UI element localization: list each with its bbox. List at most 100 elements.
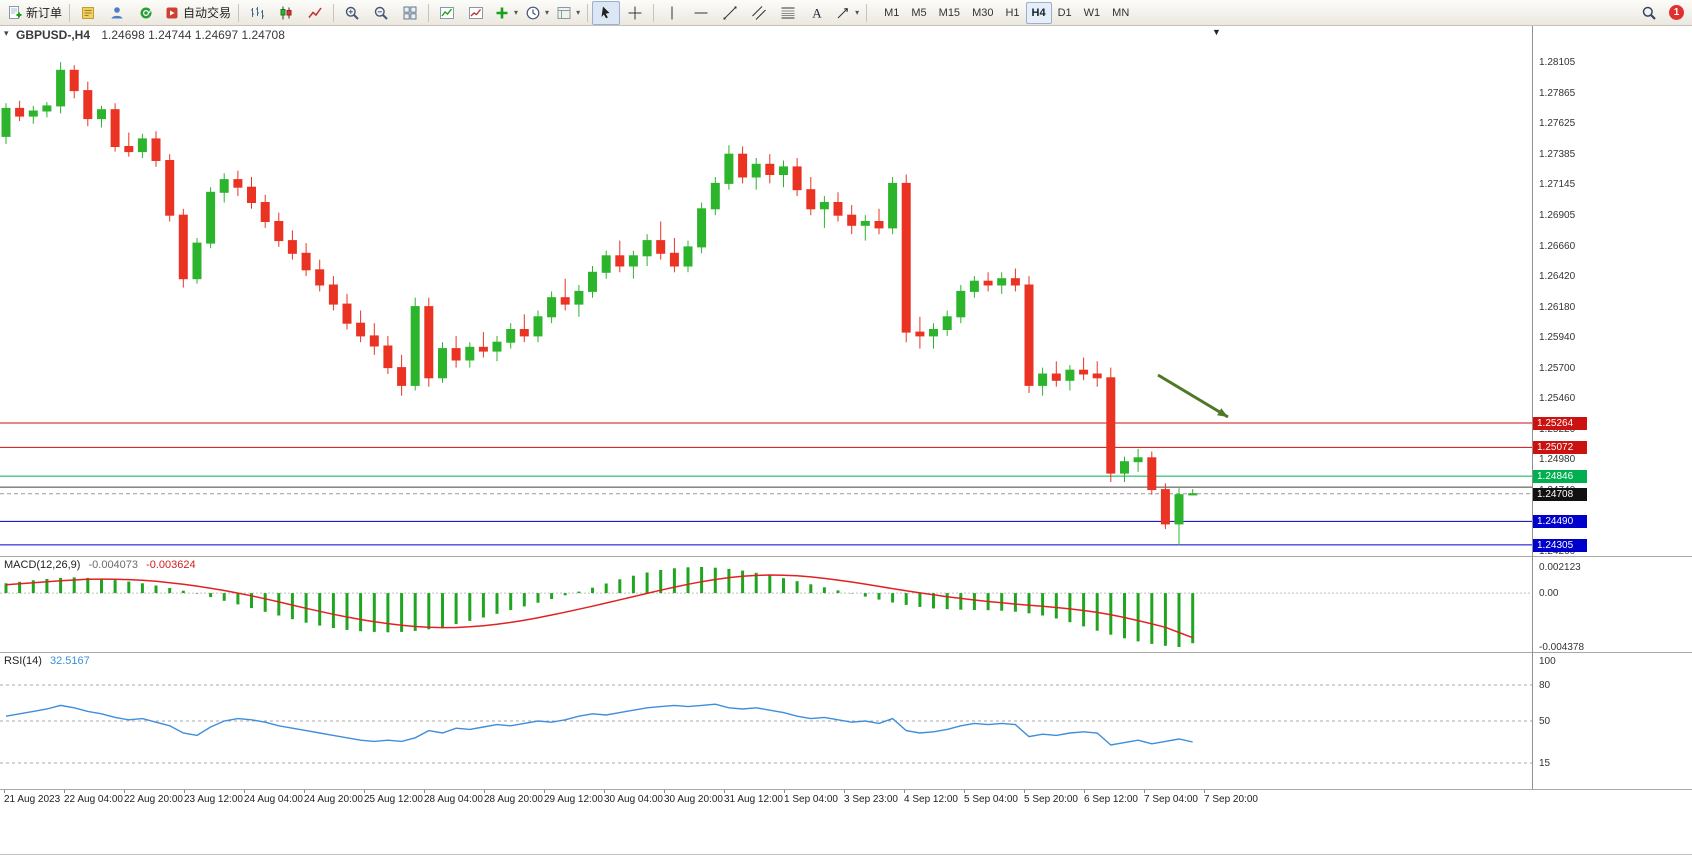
trend-icon [723,6,737,19]
candle-body [69,69,79,92]
price-tick-label: 1.25700 [1539,362,1576,374]
candle-body [356,322,366,337]
zoom-out-button[interactable] [367,1,395,25]
timeframe-d1-button[interactable]: D1 [1057,6,1072,19]
indicator-window-button[interactable] [462,1,490,25]
macd-main-value: -0.004073 [88,559,139,571]
macd-canvas[interactable] [0,557,1692,652]
time-axis-tick [544,790,545,793]
timeframe-w1-button[interactable]: W1 [1083,6,1101,19]
time-axis-tick [784,790,785,793]
templates-button[interactable]: ▾ [553,1,583,25]
chart-ohlc-label: 1.24698 1.24744 1.24697 1.24708 [101,28,285,42]
vertical-line-tool-button[interactable] [658,1,686,25]
rsi-axis-label: 15 [1539,758,1551,769]
candle-body [833,202,843,216]
time-axis-label: 5 Sep 20:00 [1024,794,1078,805]
indicators-button[interactable] [433,1,461,25]
search-button[interactable] [1635,1,1663,25]
tiles-icon [403,6,417,19]
profile-button[interactable] [103,1,131,25]
zoom-in-button[interactable] [338,1,366,25]
rsi-canvas[interactable] [0,653,1692,789]
crosshair-tool-button[interactable] [621,1,649,25]
notification-badge[interactable]: 1 [1669,5,1684,20]
tile-windows-button[interactable] [396,1,424,25]
down-arrow-annotation-head[interactable] [1217,408,1228,417]
vline-icon [671,6,673,19]
autotrading-button[interactable]: 自动交易 [161,1,234,25]
time-axis-label: 24 Aug 04:00 [244,794,303,805]
line-chart-button[interactable] [301,1,329,25]
line-chart-icon [308,7,322,18]
indicator-icon [440,6,455,19]
time-axis-label: 28 Aug 04:00 [424,794,483,805]
candle-body [901,182,911,333]
time-axis-tick [1144,790,1145,793]
price-axis[interactable]: 1.28105 1.27865 1.27625 1.27385 1.27145 1.269… [1532,26,1692,789]
rsi-value: 32.5167 [49,655,90,667]
candle-body [656,240,666,254]
cursor-icon [601,6,610,18]
time-axis-tick [724,790,725,793]
fibonacci-tool-button[interactable] [774,1,802,25]
new-order-button[interactable]: 新订单 [4,1,65,25]
channel-tool-button[interactable] [745,1,773,25]
timeframe-m30-button[interactable]: M30 [972,6,994,19]
hline-icon [694,12,708,13]
candle-body [451,348,461,361]
candle-body [983,280,993,286]
panel-separator[interactable] [0,556,1692,557]
timeframe-m1-button[interactable]: M1 [884,6,900,19]
timeframe-mn-button[interactable]: MN [1112,6,1130,19]
text-tool-button[interactable]: A [803,1,831,25]
macd-label: MACD(12,26,9) -0.004073 -0.003624 [4,559,201,571]
candle-body [1010,278,1020,286]
candle-body [969,280,979,292]
time-axis-label: 3 Sep 23:00 [844,794,898,805]
candlestick-chart-button[interactable] [272,1,300,25]
add-indicator-button[interactable]: ▾ [491,1,521,25]
price-tick-label: 1.27865 [1539,87,1576,99]
cursor-tool-button[interactable] [592,0,621,25]
candle-body [874,221,884,229]
chart-shift-marker[interactable]: ▼ [1212,27,1221,37]
timeframe-m15-button[interactable]: M15 [938,6,961,19]
candle-body [697,208,707,248]
market-watch-button[interactable] [74,1,102,25]
candle-body [1160,489,1170,525]
timeframe-m5-button[interactable]: M5 [911,6,927,19]
horizontal-line-tool-button[interactable] [687,1,715,25]
rsi-line [5,703,1193,746]
time-axis[interactable]: 21 Aug 2023 22 Aug 04:00 22 Aug 20:00 23 Au… [0,790,1692,812]
price-chart-canvas[interactable] [0,26,1692,556]
indicator2-icon [469,6,484,19]
candle-body [1079,369,1089,375]
one-click-trading-toggle[interactable]: ▾ [4,28,9,38]
time-axis-label: 22 Aug 20:00 [124,794,183,805]
toolbar-separator [238,3,240,22]
panel-separator[interactable] [0,652,1692,653]
time-axis-tick [604,790,605,793]
candle-body [819,202,829,210]
arrows-tool-button[interactable]: ▾ [832,1,862,25]
trendline-tool-button[interactable] [716,1,744,25]
toolbar-separator [587,3,589,22]
down-arrow-annotation[interactable] [1157,373,1229,419]
candle-body [328,284,338,305]
timeframe-h4-button[interactable]: H4 [1025,1,1052,24]
candle-body [83,90,93,120]
timeframe-h1-button[interactable]: H1 [1005,6,1020,19]
candle-body [287,240,297,254]
time-axis-label: 28 Aug 20:00 [484,794,543,805]
price-tick-label: 1.24980 [1539,454,1576,466]
community-button[interactable] [132,1,160,25]
candle-body [165,160,175,216]
periods-button[interactable]: ▾ [522,1,552,25]
candle-body [792,166,802,191]
rsi-axis-label: 50 [1539,716,1551,727]
bar-chart-button[interactable] [243,1,271,25]
time-axis-label: 22 Aug 04:00 [64,794,123,805]
channel-icon [752,5,766,20]
toolbar-separator [333,3,335,22]
